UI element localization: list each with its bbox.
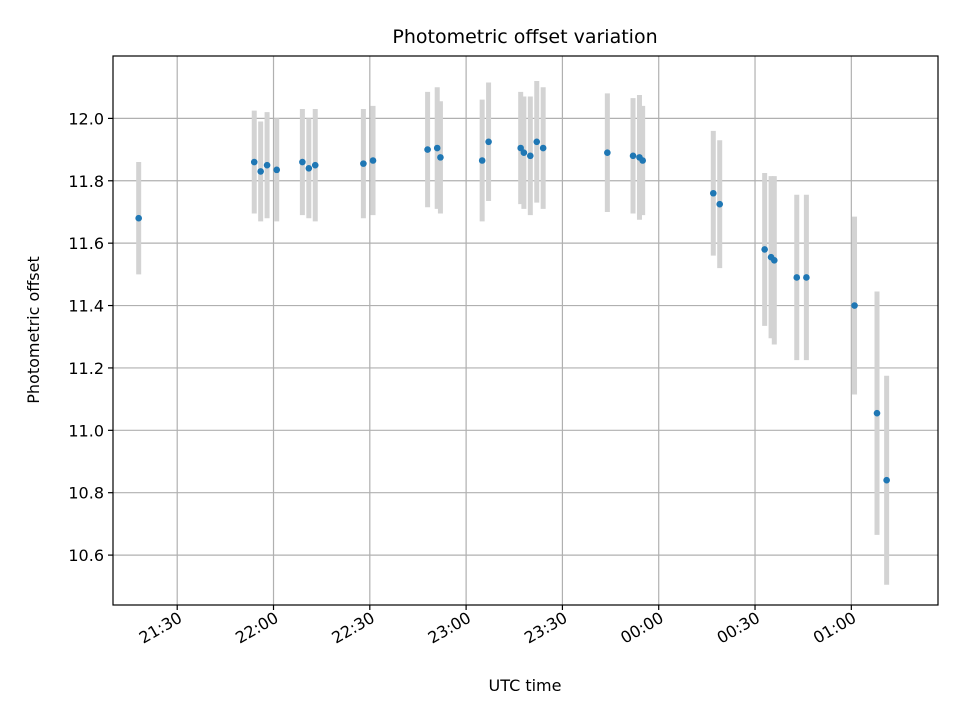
data-point — [629, 152, 637, 160]
y-tick-label: 11.4 — [68, 297, 104, 316]
data-point — [539, 144, 547, 152]
y-tick-label: 12.0 — [68, 109, 104, 128]
point-layer — [135, 138, 890, 484]
data-point — [311, 161, 319, 169]
data-point — [478, 157, 486, 164]
data-point — [709, 189, 717, 197]
data-point — [360, 160, 367, 167]
data-point — [851, 302, 858, 309]
data-point — [437, 154, 444, 161]
chart-title: Photometric offset variation — [392, 26, 657, 48]
data-point — [250, 158, 258, 166]
data-point — [433, 144, 441, 152]
data-point — [369, 157, 377, 164]
y-tick-label: 11.6 — [68, 234, 104, 253]
data-point — [604, 149, 611, 156]
y-tick-label: 11.2 — [68, 359, 104, 378]
data-point — [485, 138, 492, 146]
data-point — [761, 246, 768, 253]
data-point — [305, 164, 313, 172]
data-point — [135, 214, 142, 222]
data-point — [517, 144, 524, 152]
data-point — [520, 149, 528, 156]
y-tick-label: 11.0 — [68, 421, 104, 440]
data-point — [883, 476, 890, 484]
data-point — [873, 409, 881, 417]
data-point — [770, 257, 778, 264]
y-axis-label: Photometric offset — [24, 256, 43, 404]
data-point — [803, 274, 810, 281]
data-point — [424, 146, 431, 153]
data-point — [263, 161, 271, 169]
x-axis-label: UTC time — [489, 676, 562, 695]
data-point — [716, 200, 724, 208]
axes-frame — [112, 55, 939, 606]
data-point — [273, 166, 281, 174]
y-tick-label: 11.8 — [68, 172, 104, 191]
y-tick-label: 10.6 — [68, 546, 104, 565]
data-point — [299, 158, 306, 166]
data-point — [527, 152, 534, 160]
data-point — [793, 274, 801, 281]
data-point — [639, 157, 646, 164]
data-point — [257, 168, 264, 175]
y-tick-label: 10.8 — [68, 484, 104, 503]
data-point — [533, 138, 541, 146]
